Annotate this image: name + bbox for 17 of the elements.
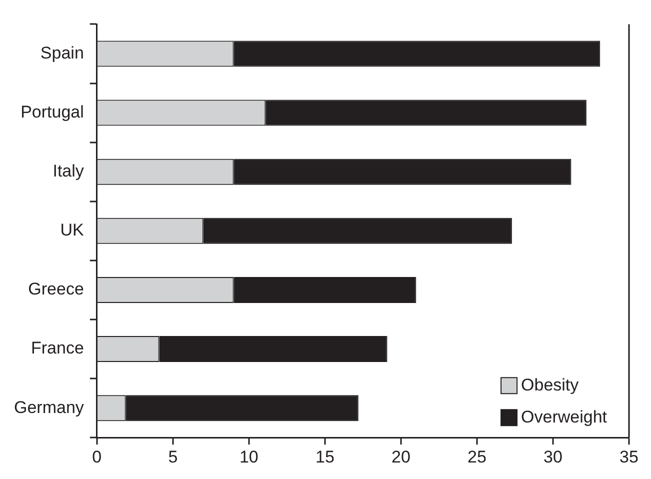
legend-label: Overweight [521, 407, 608, 426]
y-tick-label: Greece [28, 280, 84, 299]
y-tick-label: Italy [52, 162, 84, 181]
x-tick-label: 5 [168, 447, 178, 466]
x-tick-label: 30 [544, 447, 562, 466]
x-tick-label: 0 [92, 447, 102, 466]
x-tick-label: 10 [239, 447, 258, 466]
x-tick-label: 20 [392, 447, 410, 466]
y-tick-label: UK [60, 220, 85, 240]
y-tick-label: Germany [14, 398, 84, 417]
x-tick-label: 15 [315, 447, 334, 466]
y-tick-label: France [30, 338, 84, 358]
y-tick-label: Spain [40, 43, 84, 62]
y-tick-label: Portugal [20, 102, 84, 122]
x-tick-label: 25 [468, 447, 486, 466]
x-tick-label: 35 [620, 447, 638, 466]
legend-label: Obesity [521, 375, 580, 394]
